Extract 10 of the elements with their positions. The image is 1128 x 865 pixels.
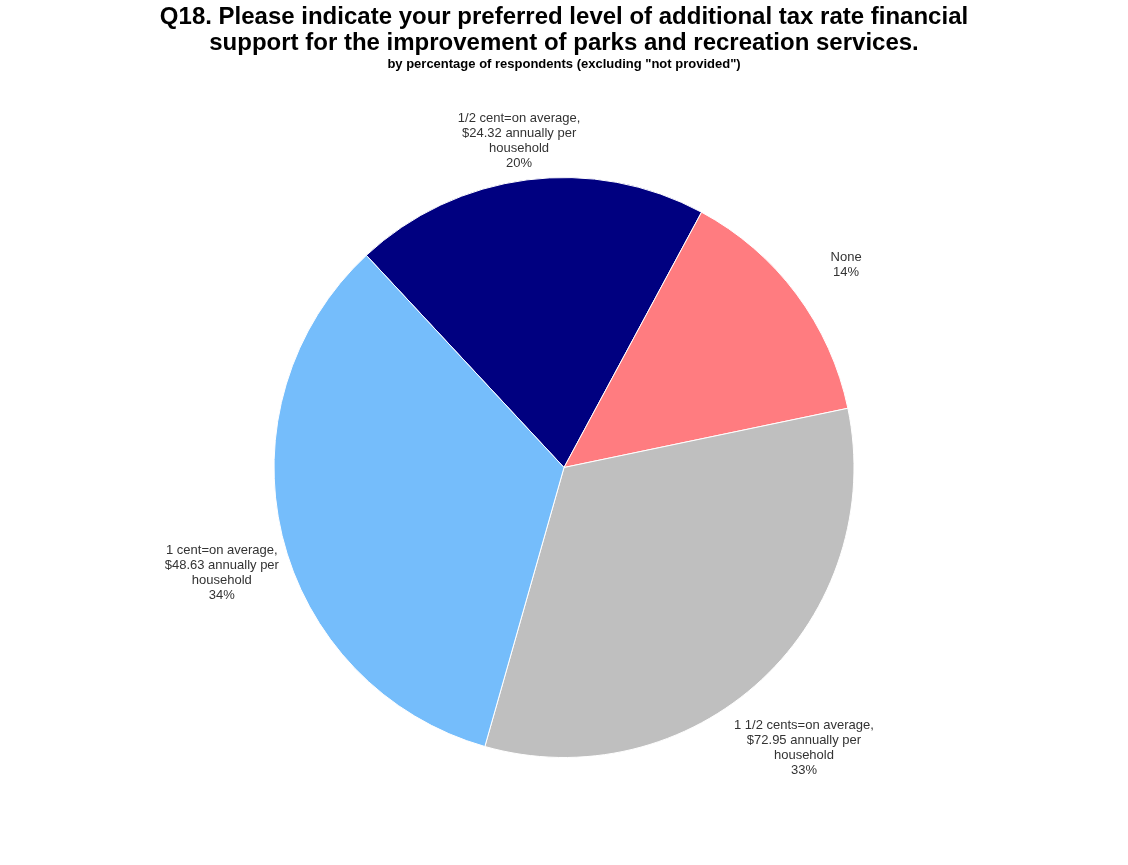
chart-subtitle: by percentage of respondents (excluding "not provided") [387, 56, 741, 71]
slice-label: 1/2 cent=on average, $24.32 annually per household [457, 110, 581, 156]
data-label: 33% [790, 762, 818, 778]
slice-label: None [830, 248, 862, 264]
slice-label: 1 1/2 cents=on average, $72.95 annually per household [734, 717, 874, 763]
slice-label: 1 cent=on average, $48.63 annually per household [164, 542, 280, 588]
data-label: 34% [208, 587, 236, 603]
data-label: 14% [833, 263, 860, 279]
data-label: 20% [506, 155, 533, 171]
chart-title: Q18. Please indicate your preferred level of additional tax rate financial support for the improvement of parks and recreation services. [159, 2, 969, 55]
